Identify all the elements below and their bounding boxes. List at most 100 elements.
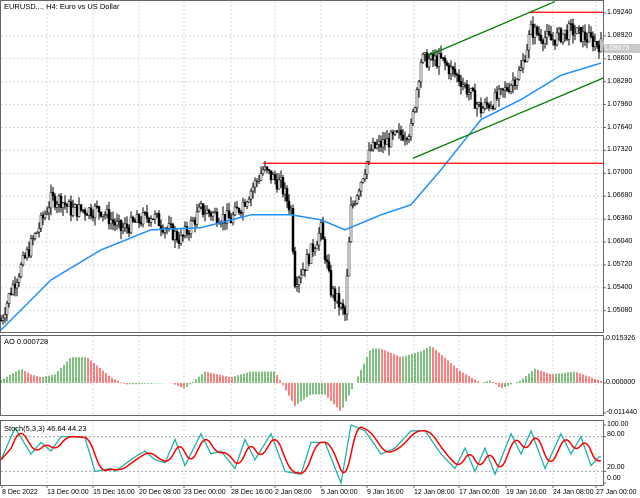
candle-bull: [533, 26, 537, 38]
candle-bear: [139, 222, 143, 225]
candle-bear: [227, 210, 231, 219]
candle-bull: [363, 173, 367, 180]
candle-bull: [199, 203, 203, 208]
candle-bear: [89, 207, 93, 217]
candle-bull: [407, 136, 411, 140]
candle-bear: [507, 89, 511, 92]
price-label: 1.06360: [607, 215, 633, 223]
candle-bull: [503, 87, 507, 91]
time-label: 13 Dec 00:00: [47, 489, 89, 496]
price-label: 1.05080: [607, 306, 633, 314]
candle-bear: [91, 215, 95, 218]
candle-bear: [303, 269, 307, 271]
time-label: 24 Jan 08:00: [553, 489, 594, 496]
candle-bear: [127, 227, 131, 234]
candle-bull: [115, 221, 119, 226]
time-label: 8 Dec 2022: [2, 489, 38, 496]
candle-bull: [419, 62, 423, 83]
candle-bear: [151, 218, 155, 220]
candle-bull: [377, 140, 381, 145]
candle-bull: [385, 138, 389, 145]
candle-bull: [49, 192, 53, 209]
candle-bear: [13, 284, 17, 289]
candle-bear: [373, 141, 377, 149]
candle-bull: [345, 275, 349, 315]
chart-title: EURUSD..., H4: Euro vs US Dollar: [4, 2, 120, 11]
candle-bear: [583, 31, 587, 40]
candle-bear: [325, 259, 329, 263]
candle-bull: [271, 174, 275, 181]
candle-bear: [451, 66, 455, 70]
candle-bear: [473, 90, 477, 109]
candle-bear: [131, 216, 135, 222]
candle-bear: [431, 53, 435, 61]
candle-bear: [193, 219, 197, 225]
candle-bear: [23, 255, 27, 258]
candle-bull: [423, 52, 427, 55]
candle-bear: [321, 222, 325, 240]
candle-bear: [281, 177, 285, 195]
candle-bear: [41, 214, 45, 219]
candle-bull: [55, 204, 59, 208]
candle-bull: [555, 32, 559, 46]
candle-bull: [57, 195, 61, 205]
candle-bull: [397, 129, 401, 133]
candle-bull: [301, 269, 305, 276]
candle-bull: [249, 190, 253, 200]
candle-bull: [393, 130, 397, 135]
candle-bull: [47, 207, 51, 214]
candle-bear: [83, 209, 87, 215]
candle-bear: [323, 238, 327, 260]
candle-bear: [291, 208, 295, 252]
candle-bull: [421, 54, 425, 63]
candle-bear: [513, 79, 517, 86]
candle-bull: [121, 227, 125, 232]
candle-bear: [487, 104, 491, 109]
candle-bear: [479, 102, 483, 114]
candle-bear: [175, 231, 179, 241]
candle-bull: [129, 216, 133, 234]
candle-bear: [273, 174, 277, 181]
stoch-axis-label: 20.00: [607, 464, 625, 471]
candle-bull: [461, 84, 465, 87]
candle-bear: [589, 32, 593, 37]
candle-bull: [233, 206, 237, 216]
candle-bear: [441, 57, 445, 59]
candle-bull: [409, 123, 413, 137]
candle-bear: [379, 140, 383, 148]
ao-axis-label: 0.015326: [606, 335, 636, 342]
candle-bear: [145, 212, 149, 219]
candle-bull: [483, 102, 487, 109]
candle-bull: [499, 88, 503, 91]
candle-bull: [367, 150, 371, 162]
candle-bull: [403, 138, 407, 141]
candle-bull: [577, 27, 581, 29]
candle-bear: [383, 139, 387, 145]
candle-bull: [475, 103, 479, 109]
candle-bear: [453, 68, 457, 75]
candle-bull: [413, 107, 417, 112]
price-label: 1.08600: [607, 54, 633, 62]
candle-bull: [61, 202, 65, 208]
candle-bear: [459, 81, 463, 87]
candle-bull: [309, 243, 313, 264]
ao-axis-label: 0.000000: [606, 379, 636, 386]
candle-bear: [187, 233, 191, 235]
candle-bear: [485, 102, 489, 105]
candle-bear: [59, 195, 63, 208]
candle-bear: [399, 129, 403, 136]
candle-bull: [467, 92, 471, 95]
candle-bull: [21, 255, 25, 265]
current-price-label: 1.08873: [604, 44, 640, 53]
candle-bear: [235, 206, 239, 209]
channel-line: [428, 0, 556, 56]
price-label: 1.07960: [607, 100, 633, 108]
price-label: 1.06680: [607, 192, 633, 200]
candle-bull: [11, 284, 15, 295]
candle-bear: [143, 212, 147, 214]
candle-bear: [207, 209, 211, 214]
main-pane-frame: [0, 0, 604, 333]
candle-bull: [87, 207, 91, 216]
candle-bull: [123, 223, 127, 229]
